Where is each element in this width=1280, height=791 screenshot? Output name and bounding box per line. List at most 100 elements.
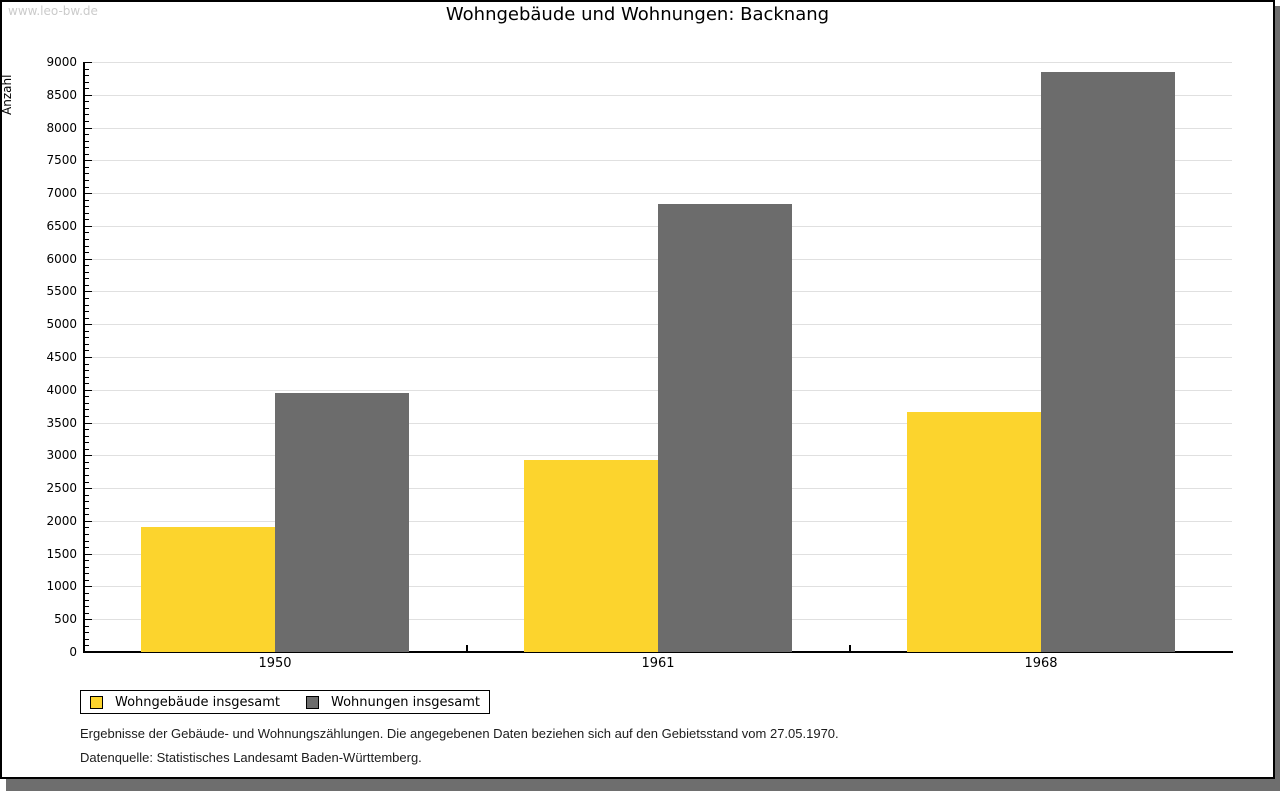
y-minor-tick: [85, 377, 89, 378]
y-minor-tick: [85, 239, 89, 240]
y-minor-tick: [85, 580, 89, 581]
y-tick-label: 5500: [46, 284, 77, 298]
y-major-tick: [85, 455, 92, 456]
y-minor-tick: [85, 436, 89, 437]
y-minor-tick: [85, 187, 89, 188]
y-minor-tick: [85, 82, 89, 83]
bar-wohngebaeude-1961: [524, 460, 658, 652]
y-minor-tick: [85, 265, 89, 266]
y-major-tick: [85, 619, 92, 620]
y-minor-tick: [85, 560, 89, 561]
y-minor-tick: [85, 593, 89, 594]
y-major-tick: [85, 95, 92, 96]
y-minor-tick: [85, 370, 89, 371]
y-minor-tick: [85, 219, 89, 220]
y-minor-tick: [85, 200, 89, 201]
y-minor-tick: [85, 206, 89, 207]
y-minor-tick: [85, 468, 89, 469]
y-tick-label: 2500: [46, 481, 77, 495]
y-major-tick: [85, 226, 92, 227]
y-major-tick: [85, 586, 92, 587]
y-minor-tick: [85, 501, 89, 502]
x-axis-line: [83, 651, 1233, 653]
bar-wohnungen-1950: [275, 393, 409, 652]
y-minor-tick: [85, 475, 89, 476]
legend-swatch-gray-icon: [306, 695, 319, 709]
y-minor-tick: [85, 134, 89, 135]
y-tick-label: 0: [69, 645, 77, 659]
y-minor-tick: [85, 567, 89, 568]
y-minor-tick: [85, 403, 89, 404]
y-minor-tick: [85, 298, 89, 299]
y-minor-tick: [85, 88, 89, 89]
y-minor-tick: [85, 114, 89, 115]
y-tick-label: 1500: [46, 547, 77, 561]
y-major-tick: [85, 324, 92, 325]
bar-wohngebaeude-1950: [141, 527, 275, 652]
card-shadow-bottom: [6, 779, 1280, 791]
y-minor-tick: [85, 272, 89, 273]
y-minor-tick: [85, 154, 89, 155]
y-minor-tick: [85, 101, 89, 102]
y-minor-tick: [85, 606, 89, 607]
footnote-data-source: Datenquelle: Statistisches Landesamt Bad…: [80, 750, 422, 765]
y-tick-label: 3500: [46, 416, 77, 430]
legend-label: Wohnungen insgesamt: [331, 694, 480, 710]
y-minor-tick: [85, 383, 89, 384]
y-tick-label: 7500: [46, 153, 77, 167]
y-minor-tick: [85, 442, 89, 443]
y-minor-tick: [85, 639, 89, 640]
y-minor-tick: [85, 495, 89, 496]
y-tick-label: 6500: [46, 219, 77, 233]
y-minor-tick: [85, 514, 89, 515]
gridline: [85, 128, 1232, 129]
y-minor-tick: [85, 534, 89, 535]
y-major-tick: [85, 521, 92, 522]
y-tick-label: 3000: [46, 448, 77, 462]
y-minor-tick: [85, 429, 89, 430]
y-tick-label: 6000: [46, 252, 77, 266]
gridline: [85, 95, 1232, 96]
y-minor-tick: [85, 626, 89, 627]
y-minor-tick: [85, 331, 89, 332]
x-boundary-tick: [466, 645, 468, 651]
gridline: [85, 62, 1232, 63]
y-minor-tick: [85, 121, 89, 122]
y-tick-label: 7000: [46, 186, 77, 200]
y-minor-tick: [85, 364, 89, 365]
legend: Wohngebäude insgesamt Wohnungen insgesam…: [80, 690, 490, 714]
chart-title: Wohngebäude und Wohnungen: Backnang: [445, 4, 830, 25]
y-minor-tick: [85, 462, 89, 463]
legend-swatch-yellow-icon: [90, 695, 103, 709]
y-minor-tick: [85, 547, 89, 548]
y-minor-tick: [85, 573, 89, 574]
y-minor-tick: [85, 213, 89, 214]
y-major-tick: [85, 62, 92, 63]
y-tick-label: 4500: [46, 350, 77, 364]
y-minor-tick: [85, 141, 89, 142]
y-minor-tick: [85, 482, 89, 483]
footnote-source-note: Ergebnisse der Gebäude- und Wohnungszähl…: [80, 726, 839, 741]
y-minor-tick: [85, 449, 89, 450]
y-major-tick: [85, 554, 92, 555]
card-shadow-right: [1275, 6, 1280, 791]
bar-wohnungen-1961: [658, 204, 792, 652]
y-minor-tick: [85, 337, 89, 338]
y-major-tick: [85, 357, 92, 358]
y-tick-label: 4000: [46, 383, 77, 397]
y-major-tick: [85, 128, 92, 129]
gridline: [85, 193, 1232, 194]
y-minor-tick: [85, 600, 89, 601]
y-tick-label: 5000: [46, 317, 77, 331]
y-tick-label: 2000: [46, 514, 77, 528]
y-major-tick: [85, 259, 92, 260]
y-minor-tick: [85, 285, 89, 286]
watermark: www.leo-bw.de: [8, 4, 98, 18]
y-minor-tick: [85, 416, 89, 417]
bar-wohnungen-1968: [1041, 72, 1175, 652]
y-axis-title: Anzahl: [0, 74, 14, 115]
y-major-tick: [85, 193, 92, 194]
y-minor-tick: [85, 508, 89, 509]
y-minor-tick: [85, 167, 89, 168]
